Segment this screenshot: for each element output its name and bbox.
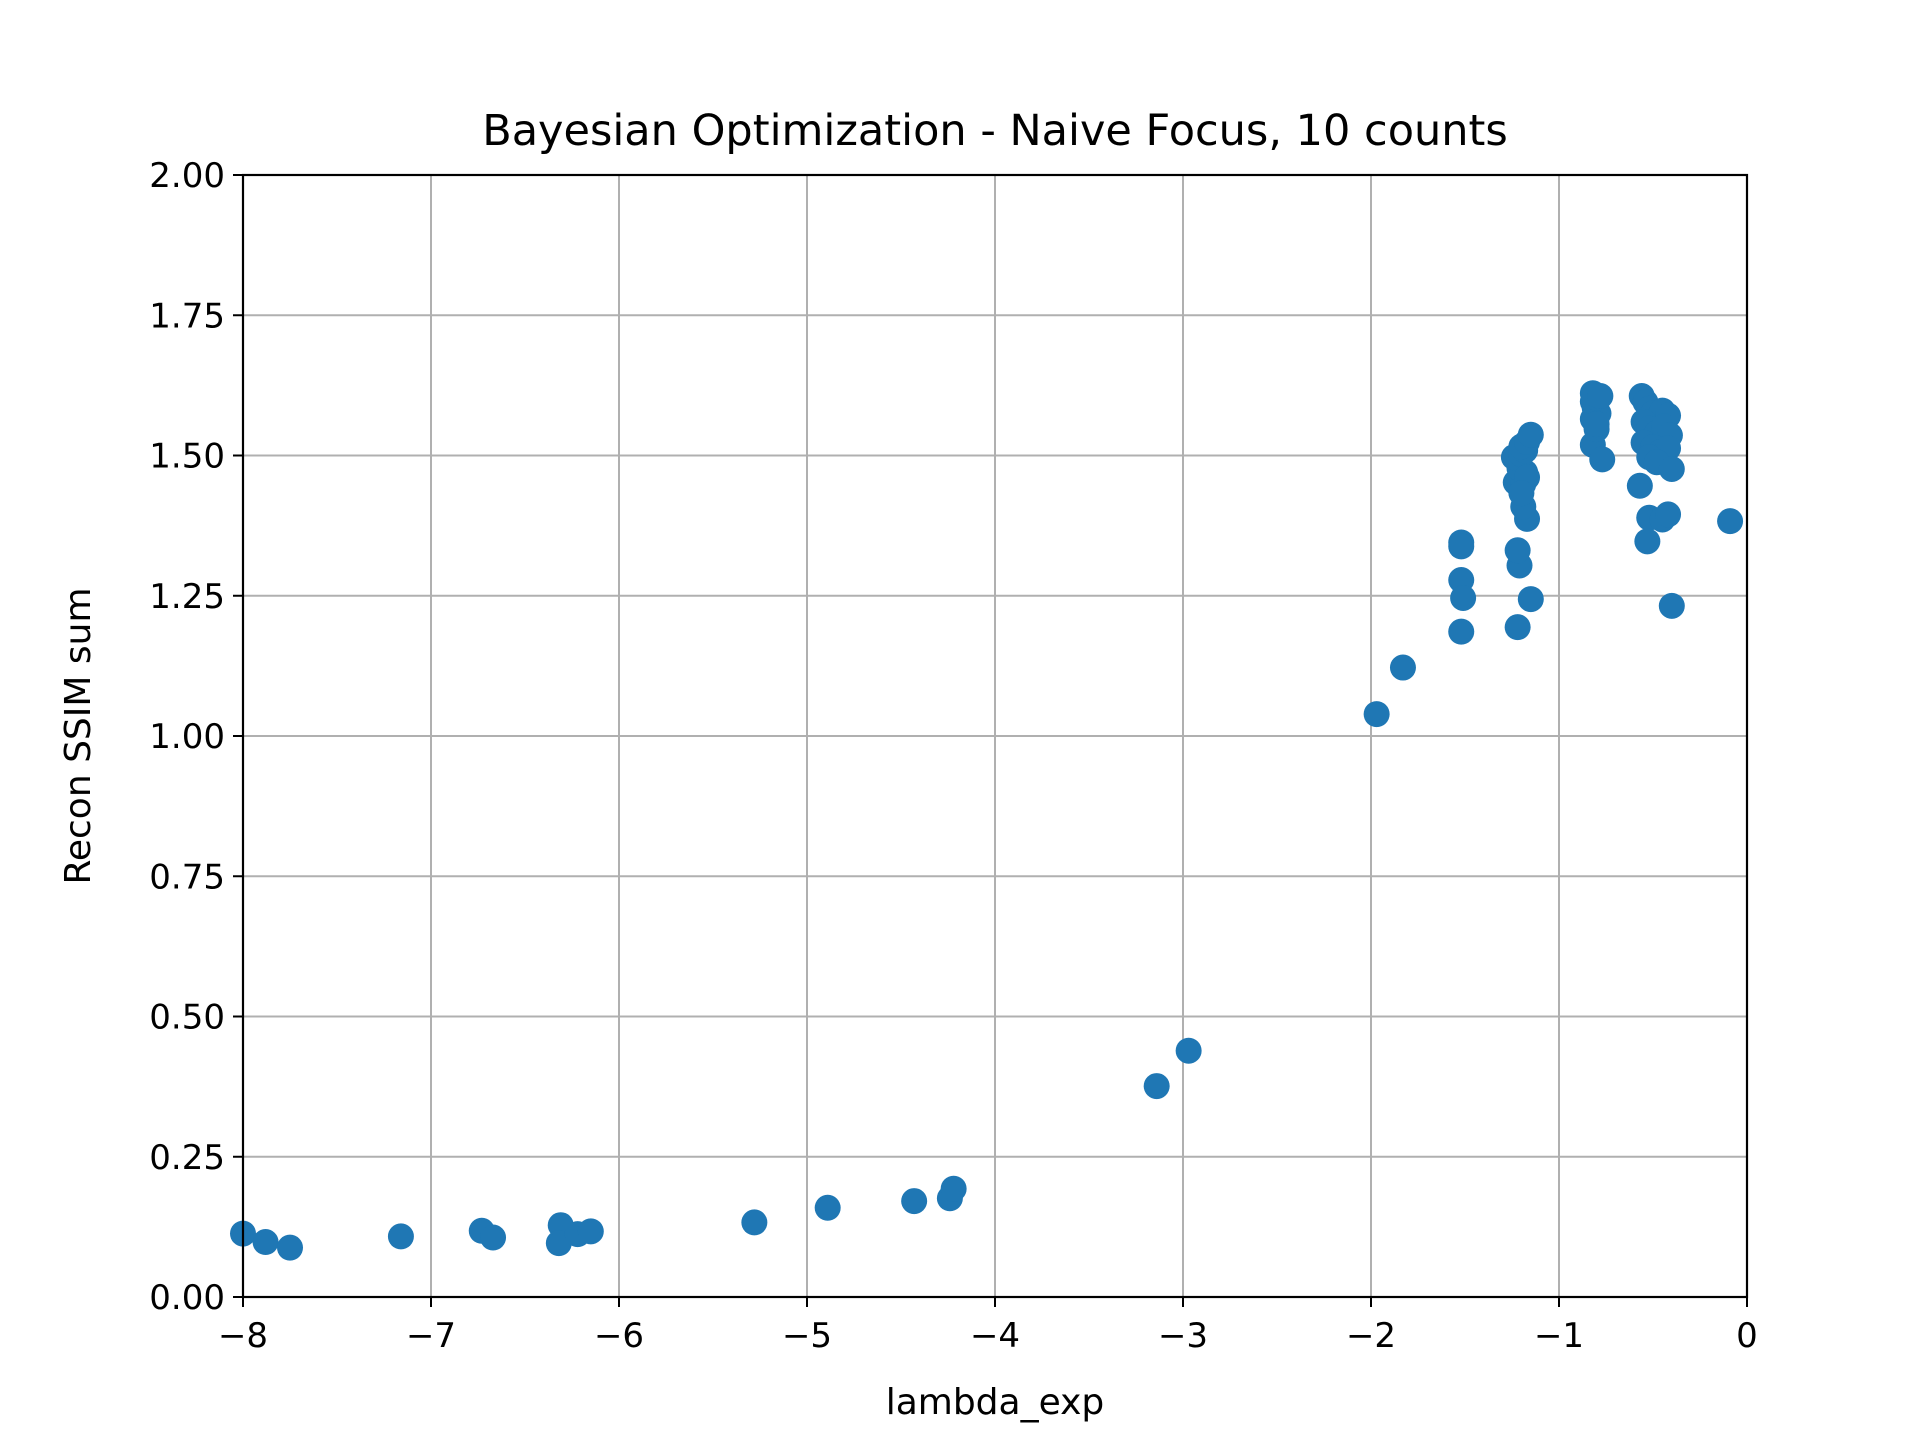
x-tick-label: −4 [970, 1316, 1020, 1356]
x-tick-label: −3 [1158, 1316, 1208, 1356]
y-tick-label: 1.25 [149, 577, 225, 617]
scatter-point [1504, 537, 1531, 564]
data-points [230, 380, 1744, 1261]
scatter-point [1389, 654, 1416, 681]
scatter-point [1717, 508, 1744, 535]
scatter-point [277, 1234, 303, 1261]
y-tick-label: 2.00 [149, 156, 225, 196]
scatter-point [1583, 411, 1610, 438]
scatter-point [1655, 501, 1682, 528]
x-tick-label: −6 [594, 1316, 644, 1356]
x-tick-label: −1 [1534, 1316, 1584, 1356]
scatter-point [741, 1209, 768, 1236]
scatter-point [1448, 618, 1475, 645]
y-tick-label: 1.50 [149, 437, 225, 477]
x-axis-label: lambda_exp [886, 1382, 1105, 1423]
axis-ticks: −8 −7 −6 −5 −4 −3 −2 −1 0 0.00 0.25 0.50 0.75 1.00 1.2… [149, 156, 1758, 1356]
scatter-point [577, 1218, 604, 1245]
scatter-point [1589, 446, 1616, 473]
y-tick-label: 0.75 [149, 857, 225, 897]
y-tick-label: 0.50 [149, 998, 225, 1038]
x-tick-label: −5 [782, 1316, 832, 1356]
scatter-point [901, 1188, 928, 1215]
scatter-point [940, 1175, 967, 1202]
chart-title: Bayesian Optimization - Naive Focus, 10 … [482, 106, 1508, 156]
scatter-point [1517, 586, 1544, 613]
scatter-point [1626, 472, 1653, 499]
y-tick-label: 0.25 [149, 1138, 225, 1178]
x-tick-label: −2 [1346, 1316, 1396, 1356]
scatter-point [1658, 592, 1685, 619]
scatter-point [252, 1229, 279, 1256]
y-tick-label: 1.75 [149, 296, 225, 336]
scatter-point [1587, 383, 1614, 410]
scatter-point [1143, 1073, 1170, 1100]
scatter-point [1634, 528, 1661, 555]
x-tick-label: 0 [1736, 1316, 1758, 1356]
scatter-point [1508, 480, 1535, 507]
y-axis-label: Recon SSIM sum [58, 587, 99, 884]
scatter-point [1658, 455, 1685, 482]
y-tick-label: 1.00 [149, 717, 225, 757]
y-tick-label: 0.00 [149, 1278, 225, 1318]
x-tick-label: −7 [406, 1316, 456, 1356]
scatter-point [814, 1194, 841, 1221]
scatter-point [480, 1224, 507, 1251]
scatter-point [1363, 701, 1390, 728]
scatter-point [1504, 614, 1531, 641]
scatter-point [1175, 1037, 1202, 1064]
scatter-point [387, 1223, 414, 1250]
scatter-point [1517, 421, 1544, 448]
scatter-point [1450, 584, 1477, 611]
x-tick-label: −8 [218, 1316, 268, 1356]
scatter-point [1448, 533, 1475, 560]
